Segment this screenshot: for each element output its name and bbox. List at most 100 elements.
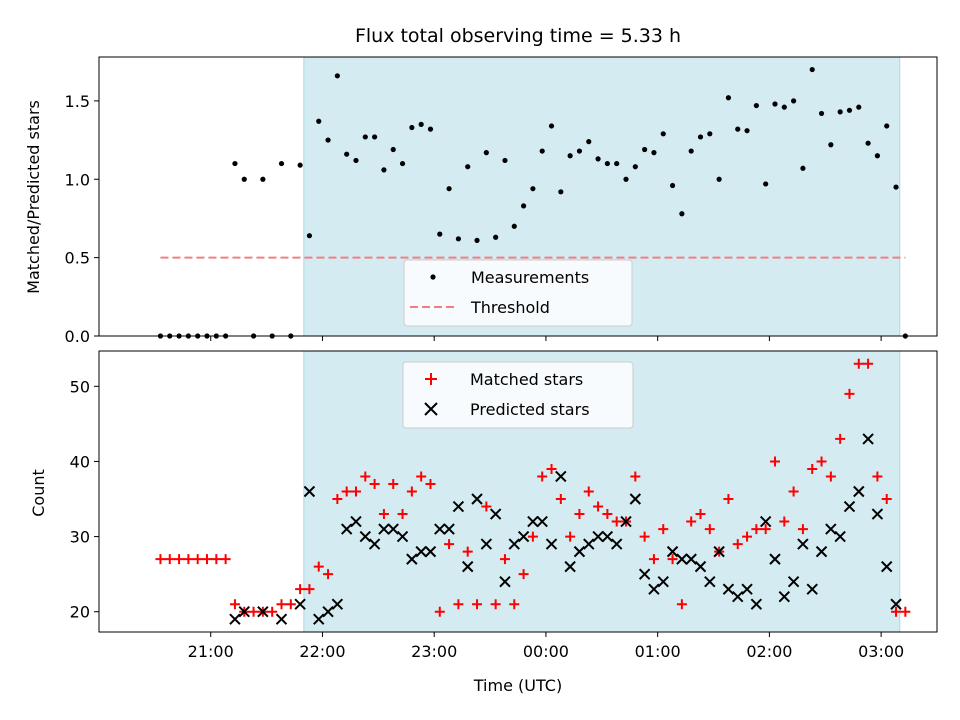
measurement-point <box>828 142 834 148</box>
predicted-star-point <box>853 485 865 498</box>
measurement-point <box>781 104 787 110</box>
predicted-star-point <box>862 433 874 445</box>
predicted-star-point <box>275 613 288 625</box>
measurement-point <box>409 124 415 131</box>
matched-star-point <box>350 486 361 497</box>
ratio-legend-box <box>403 259 633 327</box>
matched-star-point <box>667 554 678 565</box>
measurement-point <box>614 160 620 167</box>
measurement-point <box>474 237 480 243</box>
matched-star-point <box>472 599 483 610</box>
predicted-star-point <box>573 545 586 558</box>
predicted-star-point <box>368 538 381 550</box>
matched-star-point <box>462 546 473 557</box>
matched-star-point <box>164 554 175 565</box>
predicted-star-point <box>331 598 344 610</box>
matched-star-point <box>695 509 706 520</box>
measurement-point <box>446 186 452 192</box>
x-tick-label: 23:00 <box>411 642 457 661</box>
matched-star-point <box>192 554 203 565</box>
predicted-star-point <box>434 523 446 535</box>
measurement-point <box>418 121 424 127</box>
predicted-star-point <box>238 606 250 618</box>
matched-star-point <box>229 599 240 610</box>
matched-star-point <box>555 494 566 505</box>
matched-star-point <box>676 599 687 610</box>
measurement-point <box>362 134 368 140</box>
predicted-star-point <box>294 598 306 610</box>
y-tick-label: 30 <box>70 528 90 547</box>
measurement-point <box>865 140 871 146</box>
matched-star-point <box>807 463 818 474</box>
measurement-point <box>642 146 648 153</box>
measurement-point <box>856 104 862 110</box>
measurement-point <box>763 181 769 187</box>
count-panel: 20 30 40 50 21:00 22:00 23:00 00:00 01:00 02:00 0… <box>29 350 938 695</box>
matched-star-point <box>248 606 259 617</box>
measurement-point <box>595 156 601 162</box>
predicted-star-point <box>527 515 539 528</box>
predicted-star-point <box>620 515 632 528</box>
measurement-point <box>493 234 499 240</box>
matched-star-point <box>416 471 427 482</box>
matched-star-point <box>742 531 753 542</box>
matched-star-point <box>546 463 557 474</box>
measurement-point <box>791 98 797 104</box>
matched-star-point <box>388 478 399 489</box>
matched-star-point <box>341 486 352 497</box>
y-tick-label: 40 <box>70 452 90 471</box>
predicted-star-point <box>313 613 325 625</box>
legend-measurements-marker <box>430 274 436 280</box>
measurement-point <box>353 157 359 164</box>
predicted-star-point <box>629 493 642 505</box>
predicted-star-point <box>257 606 269 618</box>
ratio-x-ticks <box>210 336 882 341</box>
matched-star-point <box>295 584 306 595</box>
predicted-star-point <box>545 538 558 550</box>
measurement-point <box>381 167 387 173</box>
measurement-point <box>539 148 545 154</box>
x-tick-label: 02:00 <box>746 642 792 661</box>
matched-star-point <box>406 486 417 497</box>
matched-star-point <box>648 554 659 565</box>
measurement-point <box>483 150 489 156</box>
predicted-star-point <box>415 545 427 558</box>
matched-star-point <box>844 388 855 399</box>
predicted-star-point <box>499 575 511 588</box>
predicted-star-point <box>229 613 241 625</box>
matched-star-point <box>378 509 389 520</box>
matched-star-point <box>537 471 548 482</box>
measurement-point <box>753 102 759 109</box>
x-tick-label: 01:00 <box>635 642 681 661</box>
predicted-star-point <box>722 583 735 595</box>
measurement-point <box>427 126 434 132</box>
predicted-star-point <box>583 538 595 550</box>
measurement-point <box>725 95 732 101</box>
matched-star-point <box>444 539 455 550</box>
matched-star-point <box>760 524 771 535</box>
predicted-star-point <box>452 500 465 513</box>
predicted-star-point <box>564 560 576 573</box>
measurement-point <box>372 134 378 140</box>
measurement-point <box>297 162 303 168</box>
predicted-star-point <box>303 485 316 498</box>
matched-star-point <box>769 456 780 467</box>
ratio-panel: 0.0 0.5 1.0 1.5 Flux total observing time =… <box>24 25 938 346</box>
measurement-point <box>809 66 815 73</box>
predicted-star-point <box>536 515 548 528</box>
predicted-star-point <box>732 590 744 603</box>
predicted-star-point <box>676 553 688 565</box>
predicted-star-point <box>713 545 725 558</box>
matched-star-point <box>155 554 166 565</box>
measurement-point <box>697 134 704 140</box>
measurement-point <box>772 101 778 107</box>
predicted-star-point <box>871 508 884 520</box>
matched-star-point <box>490 599 501 610</box>
matched-star-point <box>639 531 650 542</box>
ratio-chart-title: Flux total observing time = 5.33 h <box>355 25 681 47</box>
matched-star-point <box>481 501 492 512</box>
matched-star-point <box>686 516 697 527</box>
ratio-plot-frame <box>98 56 938 337</box>
matched-star-point <box>788 486 799 497</box>
matched-star-point <box>723 494 734 505</box>
